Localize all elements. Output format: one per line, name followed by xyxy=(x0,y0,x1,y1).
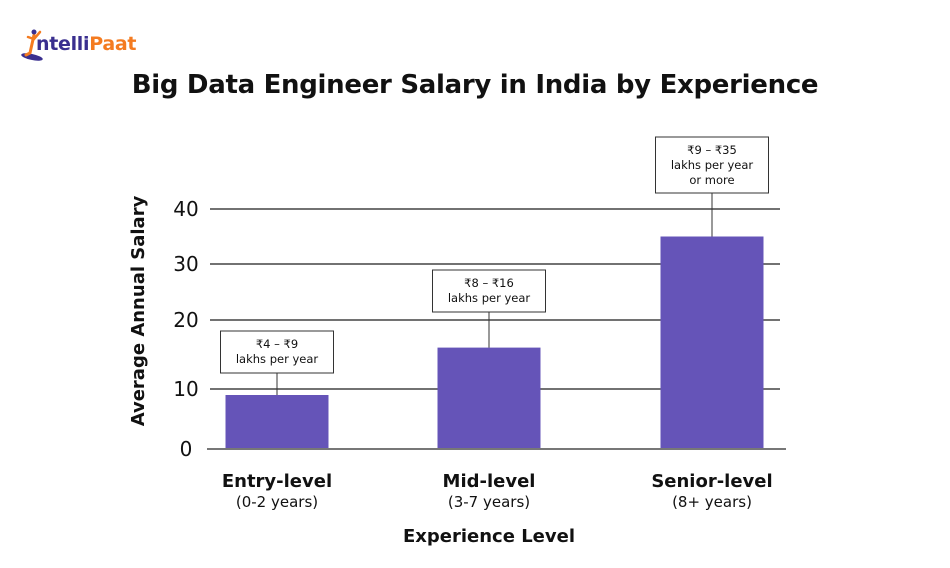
annotation-box xyxy=(432,269,546,313)
annotation-text: or more xyxy=(689,173,734,187)
annotation-box xyxy=(655,136,769,194)
y-tick-label: 0 xyxy=(180,437,193,461)
x-tick-label: Mid-level xyxy=(443,471,536,492)
annotation-text: lakhs per year xyxy=(236,352,319,366)
y-tick-label: 10 xyxy=(173,377,198,401)
bars xyxy=(225,236,764,448)
y-tick-label: 20 xyxy=(173,308,198,332)
x-tick-sublabel: (0-2 years) xyxy=(236,493,318,511)
annotation-text: lakhs per year xyxy=(448,291,531,305)
logo-text: ntelliPaat xyxy=(36,33,136,55)
x-axis-label: Experience Level xyxy=(403,526,575,547)
annotation-text: ₹8 – ₹16 xyxy=(464,276,514,290)
x-tick-label: Senior-level xyxy=(651,471,772,492)
bar xyxy=(225,395,329,448)
x-tick-sublabel: (3-7 years) xyxy=(448,493,530,511)
annotation-text: ₹9 – ₹35 xyxy=(687,143,737,157)
y-tick-label: 30 xyxy=(173,252,198,276)
y-axis-label: Average Annual Salary xyxy=(128,195,149,426)
annotation-text: lakhs per year xyxy=(671,158,754,172)
chart-title: Big Data Engineer Salary in India by Exp… xyxy=(131,70,819,100)
logo-text-part2: Paat xyxy=(89,33,137,55)
logo xyxy=(20,29,130,63)
annotation-box xyxy=(220,330,334,374)
logo-text-part1: ntelli xyxy=(36,33,90,55)
y-tick-labels: 0 10 20 30 40 xyxy=(173,197,198,461)
x-tick-labels: Entry-level(0-2 years) Mid-level(3-7 year… xyxy=(222,471,773,511)
bar xyxy=(437,347,541,448)
bar xyxy=(660,236,764,448)
annotation-text: ₹4 – ₹9 xyxy=(256,337,298,351)
x-tick-label: Entry-level xyxy=(222,471,332,492)
y-tick-label: 40 xyxy=(173,197,198,221)
x-tick-sublabel: (8+ years) xyxy=(672,493,752,511)
logo-figure-icon xyxy=(21,29,43,61)
